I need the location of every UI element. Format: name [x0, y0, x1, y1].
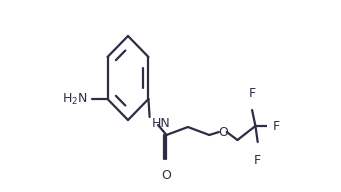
Text: O: O — [219, 126, 228, 138]
Text: O: O — [162, 169, 172, 182]
Text: HN: HN — [152, 117, 170, 129]
Text: H$_2$N: H$_2$N — [62, 91, 88, 107]
Text: F: F — [272, 119, 280, 132]
Text: F: F — [254, 154, 261, 167]
Text: F: F — [249, 87, 256, 100]
